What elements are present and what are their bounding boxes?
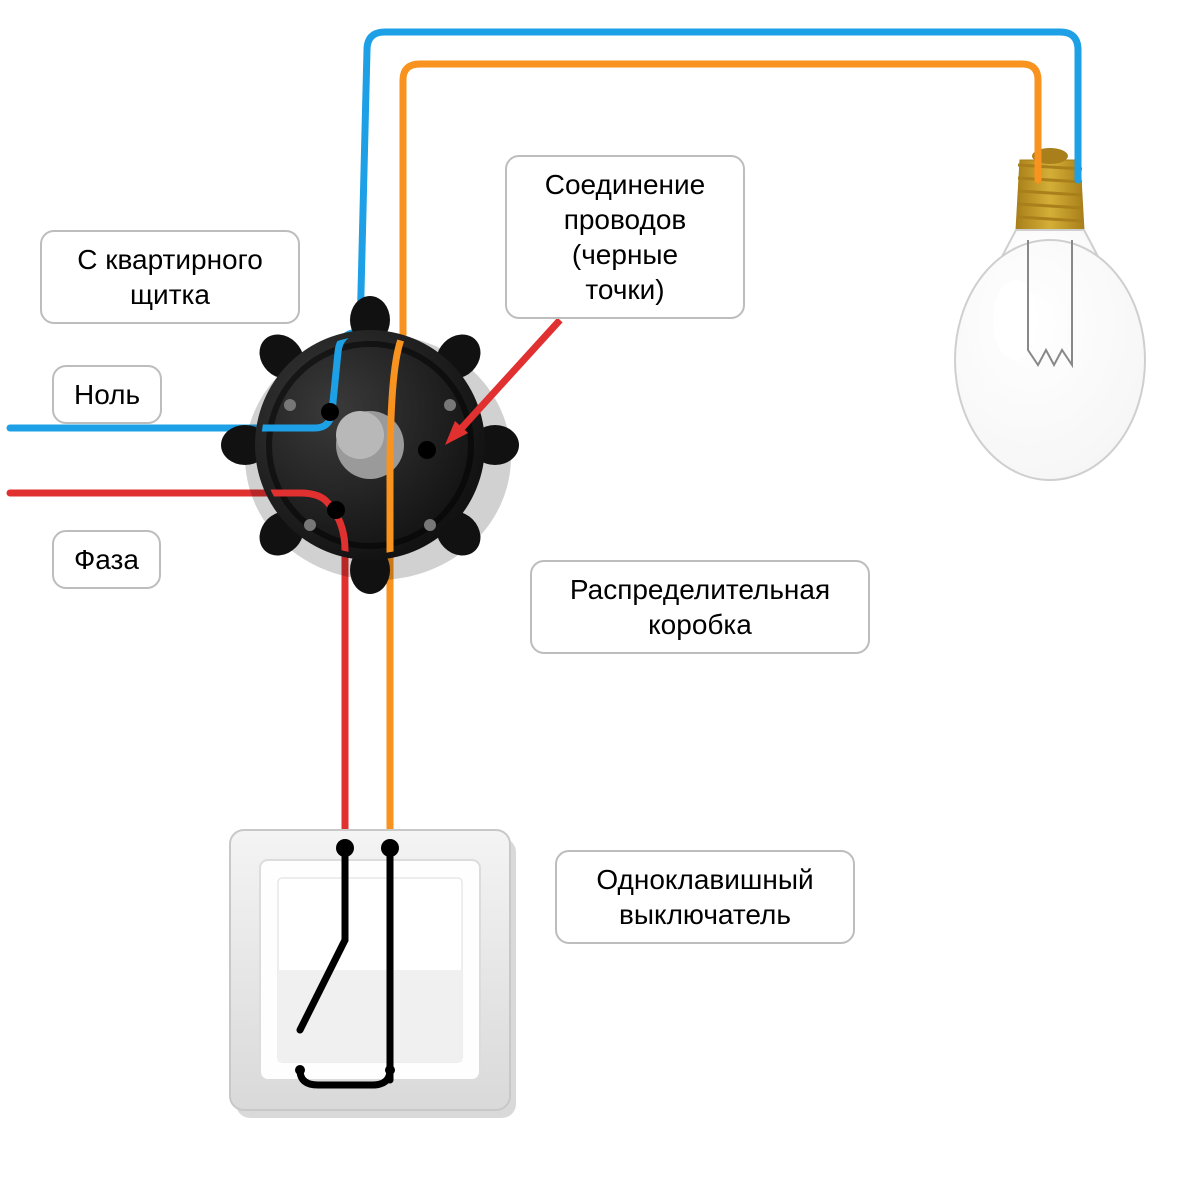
label-neutral: Ноль	[52, 365, 162, 424]
label-phase: Фаза	[52, 530, 161, 589]
label-switch: Одноклавишный выключатель	[555, 850, 855, 944]
lightbulb-icon	[955, 148, 1145, 480]
connection-dot	[418, 441, 436, 459]
connection-dot	[321, 403, 339, 421]
connection-dot	[327, 501, 345, 519]
callout-arrow	[459, 320, 560, 431]
junction-box-icon	[221, 296, 519, 594]
label-from-panel: С квартирного щитка	[40, 230, 300, 324]
light-switch-icon	[230, 830, 516, 1118]
label-junction-box: Распределительная коробка	[530, 560, 870, 654]
label-connection-dots: Соединение проводов (черные точки)	[505, 155, 745, 319]
